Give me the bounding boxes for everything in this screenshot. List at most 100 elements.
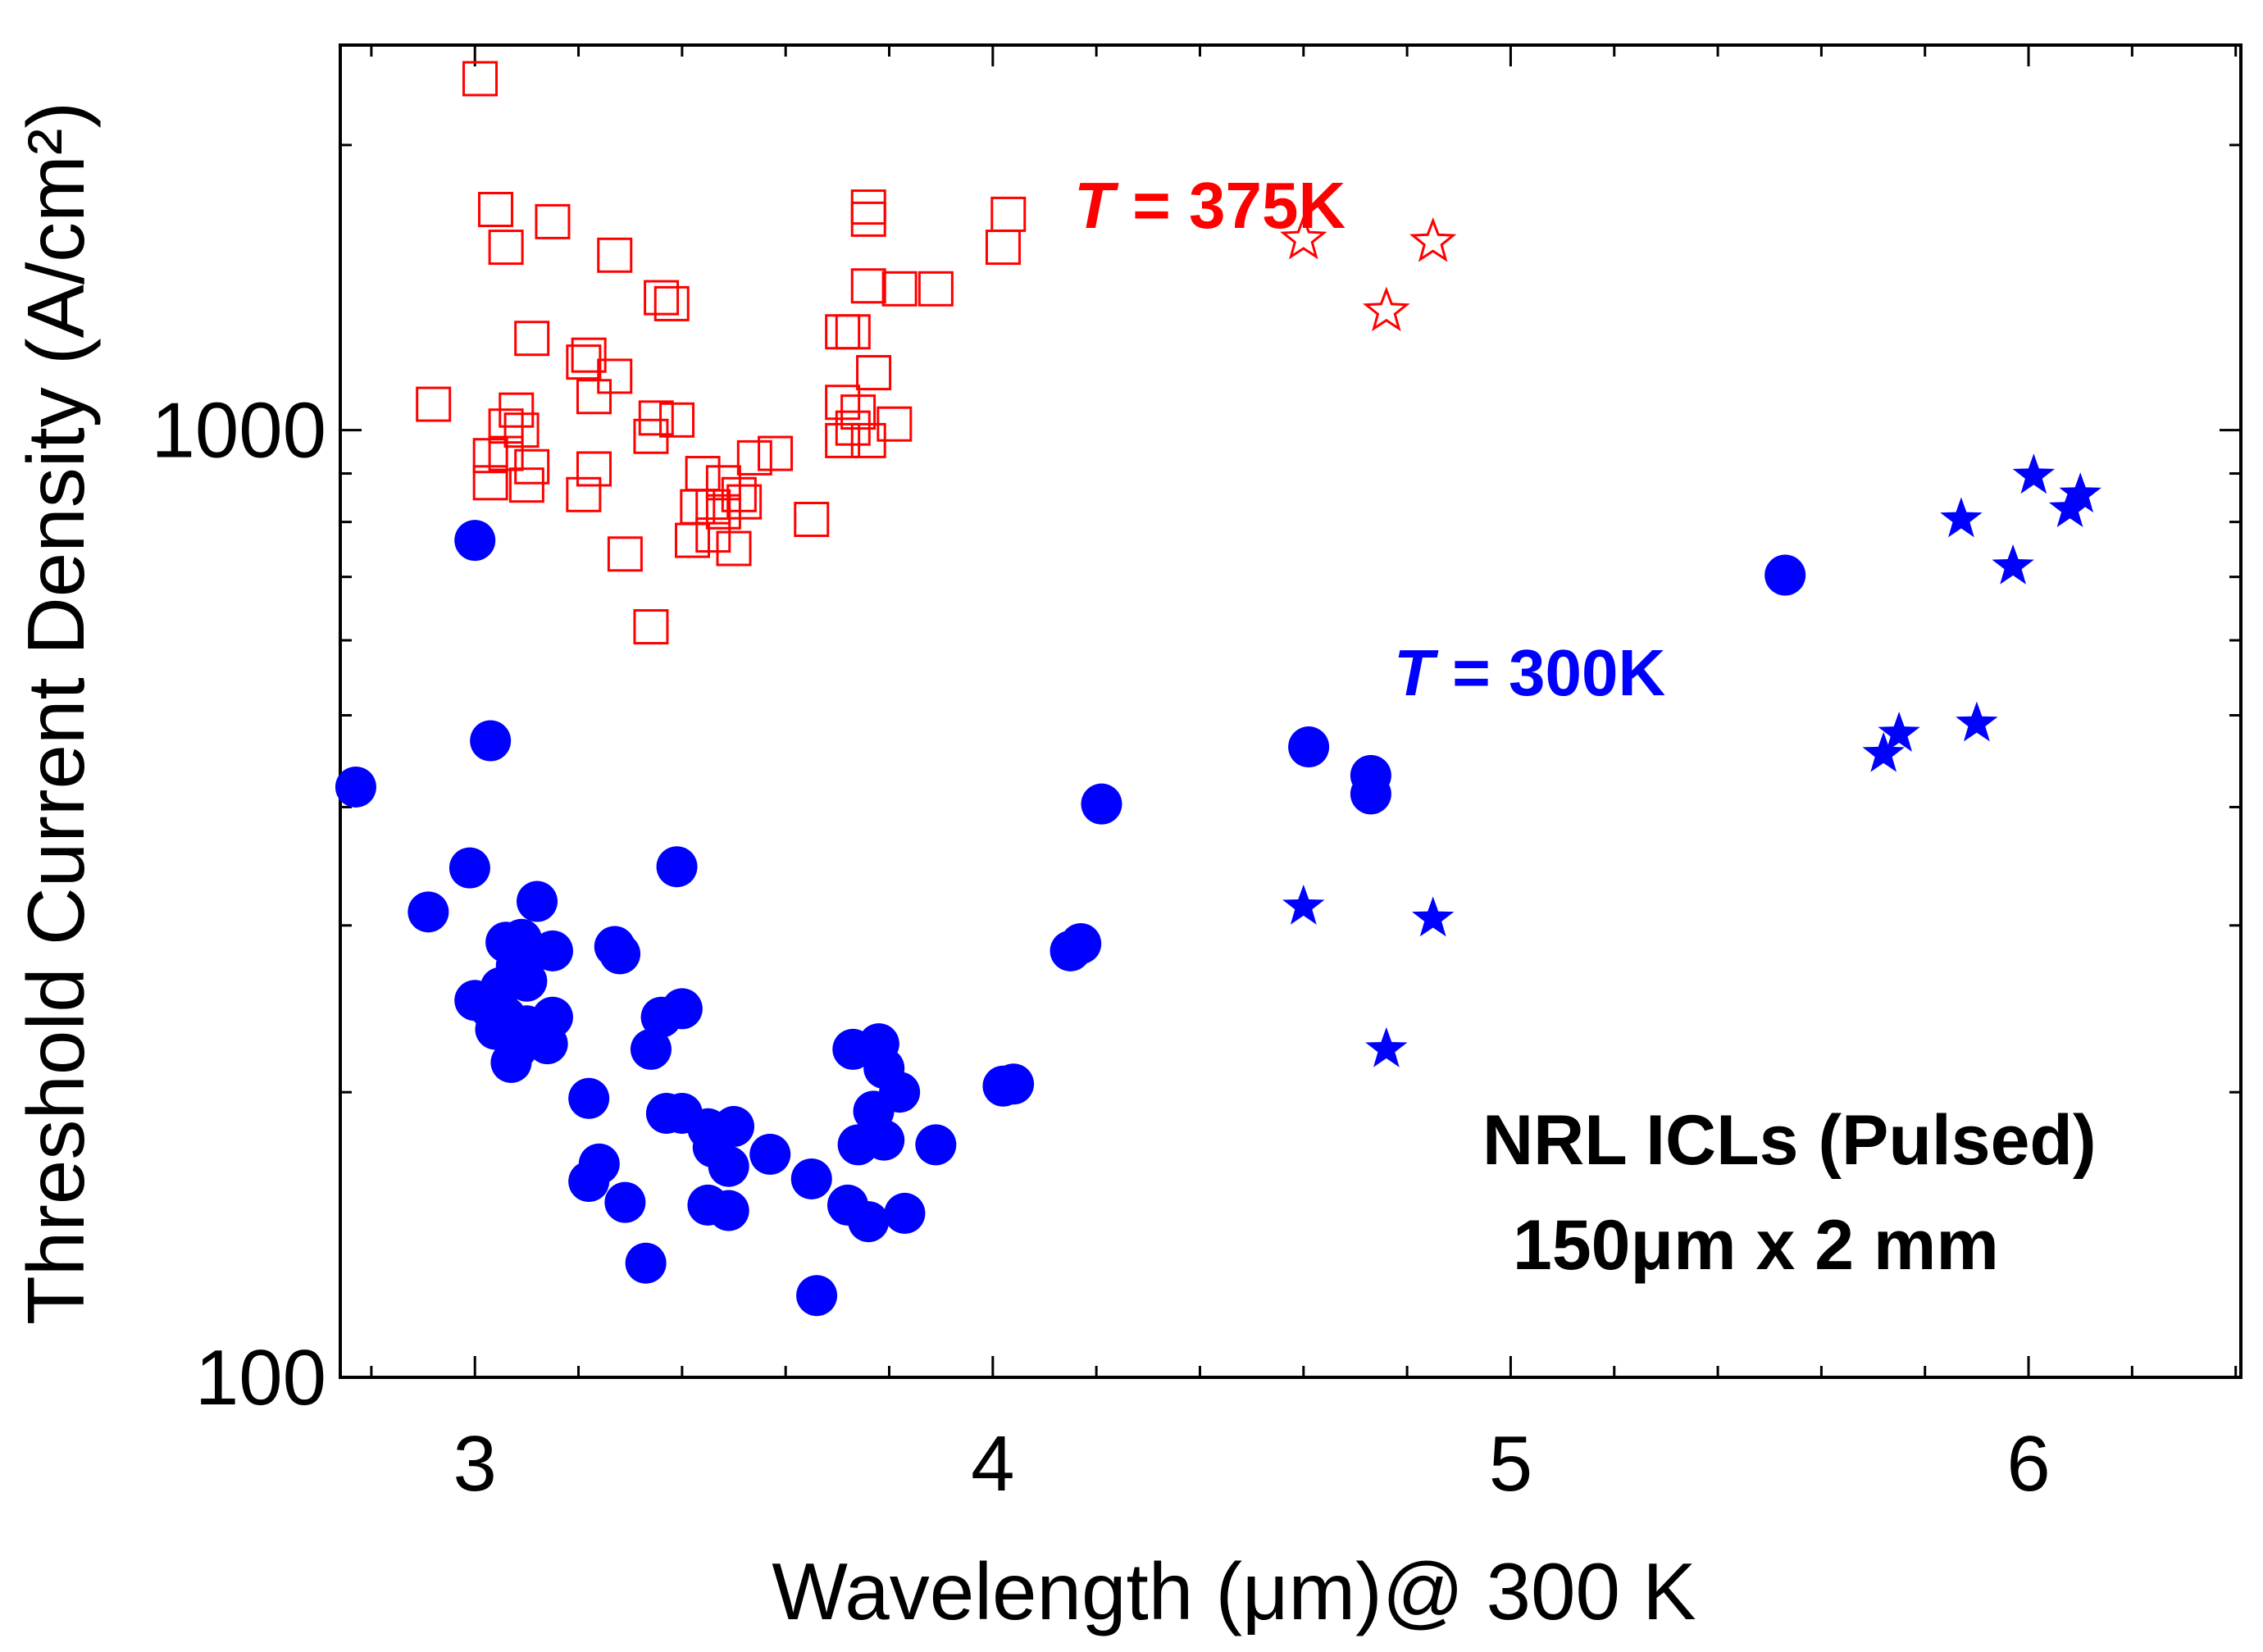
plot-frame (339, 43, 2243, 1379)
data-point-square (535, 203, 571, 239)
data-point-circle (796, 1275, 838, 1317)
y-tick-labels: 100 1000 (151, 387, 326, 1422)
annotation-t375: T = 375K (1074, 169, 1346, 242)
data-point-open-star (1280, 214, 1327, 260)
data-point-square (825, 422, 861, 458)
data-point-filled-star (1412, 896, 1455, 937)
y-axis-title: Threshold Current Density (A/cm²) (11, 102, 101, 1325)
data-point-circle (568, 1077, 610, 1119)
data-point-square (856, 355, 892, 391)
y-tick-label: 1000 (151, 387, 326, 475)
data-point-square (653, 285, 690, 321)
data-point-circle (790, 1158, 832, 1199)
data-point-filled-star (1956, 701, 1998, 742)
data-point-circle (531, 930, 573, 972)
data-point-circle (517, 881, 558, 922)
data-point-square (726, 484, 763, 520)
data-point-circle (506, 960, 548, 1002)
data-point-circle (708, 1190, 749, 1231)
data-point-square (571, 337, 607, 373)
data-point-circle (708, 1145, 749, 1187)
data-point-square (990, 196, 1027, 232)
data-point-circle (625, 1242, 667, 1284)
data-point-square (597, 358, 633, 394)
data-point-circle (490, 1041, 532, 1083)
data-point-circle (568, 1161, 610, 1203)
data-point-square (674, 522, 710, 558)
data-point-circle (993, 1063, 1035, 1105)
x-tick-label: 4 (971, 1420, 1014, 1508)
x-tick-label: 3 (453, 1420, 497, 1508)
data-point-square (850, 189, 886, 225)
data-point-square (794, 502, 830, 538)
data-point-square (835, 314, 871, 350)
data-point-square (877, 406, 913, 442)
data-point-square (488, 230, 524, 266)
data-point-square (685, 456, 721, 492)
data-point-square (695, 517, 731, 553)
data-point-square (462, 61, 499, 97)
data-point-square (736, 439, 772, 476)
data-point-square (633, 609, 669, 645)
data-point-filled-star (1940, 497, 1983, 538)
data-point-square (705, 494, 741, 530)
data-point-square (881, 271, 917, 307)
data-point-circle (526, 1023, 568, 1065)
annotation-t300: T = 300K (1394, 636, 1666, 709)
data-points (335, 61, 2101, 1317)
data-point-open-star (1363, 286, 1410, 332)
data-point-square (607, 536, 643, 572)
data-point-filled-star (2012, 453, 2055, 494)
data-point-square (576, 451, 612, 487)
data-point-open-star (1409, 216, 1457, 262)
data-point-circle (661, 988, 703, 1030)
data-point-square (472, 438, 508, 474)
data-point-circle (1060, 923, 1102, 965)
data-point-square (917, 271, 954, 307)
data-point-circle (599, 933, 641, 975)
data-point-square (638, 400, 674, 436)
data-point-circle (1350, 773, 1391, 815)
data-point-square (633, 418, 669, 454)
data-point-filled-star (1878, 712, 1920, 752)
x-tick-label: 5 (1489, 1420, 1532, 1508)
data-point-filled-star (1862, 731, 1905, 772)
data-point-square (695, 489, 731, 525)
data-point-circle (1288, 726, 1330, 768)
data-point-square (644, 280, 680, 316)
annotation-device: NRL ICLs (Pulsed) (1482, 1101, 2097, 1180)
data-point-circle (470, 720, 512, 762)
data-point-circle (630, 1028, 672, 1070)
data-point-square (716, 530, 752, 567)
data-point-square (850, 201, 886, 237)
data-point-circle (454, 520, 496, 562)
data-point-square (477, 191, 513, 227)
data-point-circle (915, 1124, 957, 1166)
data-point-circle (848, 1201, 890, 1243)
data-point-filled-star (2059, 472, 2101, 513)
data-point-filled-star (1365, 1026, 1408, 1067)
data-point-circle (749, 1133, 791, 1175)
data-point-square (416, 386, 452, 422)
data-point-circle (1764, 554, 1806, 596)
data-point-square (472, 465, 508, 501)
data-point-circle (449, 847, 490, 889)
data-point-square (514, 321, 550, 357)
data-point-square (566, 476, 602, 512)
data-point-filled-star (1282, 884, 1325, 925)
data-point-circle (604, 1181, 646, 1223)
data-point-circle (335, 766, 376, 808)
annotation-size: 150μm x 2 mm (1513, 1206, 1999, 1285)
data-point-square (597, 237, 633, 273)
data-point-circle (884, 1192, 926, 1234)
data-point-circle (408, 891, 449, 933)
data-point-square (508, 467, 544, 503)
x-tick-labels: 3 4 5 6 (453, 1420, 2051, 1508)
data-point-square (825, 314, 861, 350)
data-point-filled-star (2048, 487, 2092, 527)
data-point-square (758, 435, 794, 471)
data-point-circle (863, 1047, 905, 1089)
data-point-circle (1081, 783, 1122, 825)
data-point-circle (656, 846, 698, 888)
